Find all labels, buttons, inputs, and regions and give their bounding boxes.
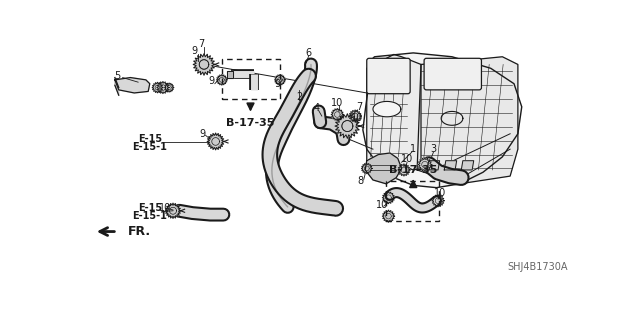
- Polygon shape: [193, 54, 215, 75]
- Text: FR.: FR.: [128, 225, 151, 238]
- Text: 9: 9: [209, 76, 215, 86]
- Polygon shape: [165, 203, 180, 219]
- Polygon shape: [157, 81, 169, 94]
- Text: 5: 5: [114, 71, 120, 81]
- Text: 10: 10: [159, 204, 172, 213]
- Text: 10: 10: [435, 188, 447, 198]
- Polygon shape: [152, 82, 163, 93]
- Text: 10: 10: [401, 154, 413, 164]
- Polygon shape: [275, 74, 285, 85]
- Polygon shape: [444, 161, 457, 170]
- Polygon shape: [164, 83, 174, 92]
- Polygon shape: [418, 158, 432, 172]
- Text: 9: 9: [191, 46, 198, 56]
- FancyBboxPatch shape: [367, 58, 410, 94]
- Text: E-15-1: E-15-1: [132, 211, 167, 221]
- Text: 10: 10: [351, 113, 364, 123]
- Polygon shape: [428, 161, 440, 170]
- Text: 10: 10: [331, 98, 344, 108]
- Text: 10: 10: [376, 200, 388, 210]
- Polygon shape: [382, 191, 395, 204]
- Polygon shape: [207, 133, 224, 150]
- Polygon shape: [115, 78, 119, 95]
- Polygon shape: [216, 74, 227, 85]
- Text: 2: 2: [296, 92, 303, 102]
- FancyBboxPatch shape: [424, 58, 481, 90]
- Text: 6: 6: [305, 48, 312, 58]
- Polygon shape: [365, 153, 402, 184]
- Polygon shape: [335, 114, 360, 138]
- Polygon shape: [373, 101, 401, 117]
- Polygon shape: [382, 210, 395, 222]
- Polygon shape: [432, 195, 444, 207]
- Text: B-17-35: B-17-35: [389, 165, 437, 174]
- Polygon shape: [115, 78, 150, 93]
- Text: E-15-1: E-15-1: [132, 142, 167, 152]
- Text: 7: 7: [356, 102, 362, 112]
- Text: 7: 7: [198, 39, 204, 49]
- Polygon shape: [367, 55, 421, 170]
- Polygon shape: [461, 161, 474, 170]
- Polygon shape: [349, 110, 362, 122]
- Polygon shape: [363, 53, 522, 188]
- Text: 9: 9: [200, 129, 205, 139]
- Text: 8: 8: [358, 176, 364, 187]
- Polygon shape: [397, 164, 410, 176]
- Text: E-15: E-15: [138, 204, 162, 213]
- Text: 4: 4: [314, 103, 319, 113]
- Text: B-17-35: B-17-35: [227, 118, 275, 128]
- Text: E-15: E-15: [138, 134, 162, 144]
- Polygon shape: [227, 71, 234, 78]
- Text: SHJ4B1730A: SHJ4B1730A: [507, 262, 568, 272]
- Text: 1: 1: [410, 144, 416, 154]
- Polygon shape: [417, 57, 518, 184]
- Text: 3: 3: [430, 144, 436, 154]
- Polygon shape: [362, 163, 372, 174]
- Polygon shape: [331, 108, 344, 121]
- Text: 9: 9: [275, 79, 281, 89]
